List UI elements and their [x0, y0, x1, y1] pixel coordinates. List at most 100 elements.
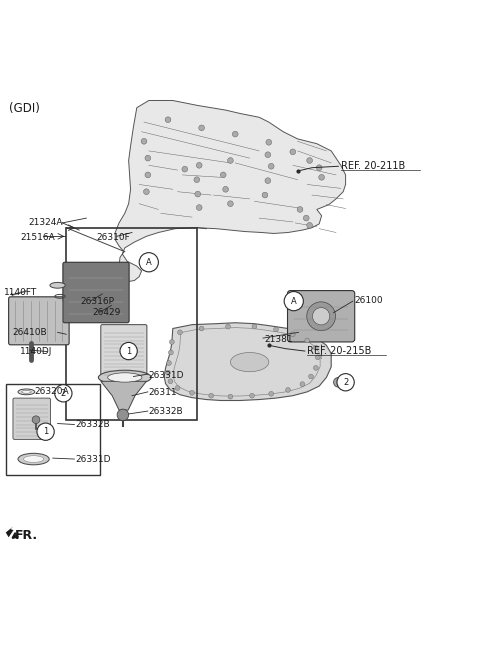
Circle shape	[190, 390, 194, 396]
Polygon shape	[115, 101, 346, 281]
Circle shape	[32, 416, 40, 424]
Circle shape	[274, 327, 278, 332]
Circle shape	[226, 324, 230, 329]
Circle shape	[334, 378, 343, 387]
Polygon shape	[164, 323, 331, 401]
Circle shape	[195, 191, 201, 197]
Bar	[6, 384, 100, 475]
Text: 2: 2	[343, 378, 348, 387]
Circle shape	[117, 409, 129, 420]
Circle shape	[228, 394, 233, 399]
Circle shape	[305, 338, 310, 343]
Circle shape	[223, 187, 228, 193]
Circle shape	[144, 189, 149, 194]
Circle shape	[168, 379, 173, 384]
Circle shape	[178, 330, 182, 334]
Circle shape	[312, 307, 330, 325]
Circle shape	[290, 149, 296, 155]
Circle shape	[300, 382, 305, 386]
Circle shape	[196, 162, 202, 168]
Circle shape	[55, 384, 72, 402]
Text: 26316P: 26316P	[81, 297, 115, 306]
Text: 26310F: 26310F	[96, 233, 130, 242]
Text: 21324A: 21324A	[29, 218, 63, 227]
Text: 1140FT: 1140FT	[4, 288, 37, 297]
Text: 26410B: 26410B	[12, 328, 47, 337]
Circle shape	[250, 394, 254, 398]
Text: 26311: 26311	[149, 388, 178, 397]
Circle shape	[303, 215, 309, 221]
Circle shape	[316, 165, 322, 171]
Circle shape	[284, 292, 303, 311]
Circle shape	[315, 355, 320, 359]
Text: 1: 1	[126, 346, 131, 355]
Circle shape	[266, 139, 272, 145]
Text: 26331D: 26331D	[76, 455, 111, 464]
FancyBboxPatch shape	[63, 262, 129, 323]
Circle shape	[145, 172, 151, 178]
Text: (GDI): (GDI)	[9, 102, 39, 115]
Circle shape	[194, 177, 200, 183]
Ellipse shape	[18, 453, 49, 464]
Text: 26331D: 26331D	[149, 371, 184, 380]
Circle shape	[169, 340, 174, 344]
Polygon shape	[6, 526, 13, 537]
Circle shape	[166, 371, 170, 375]
Circle shape	[209, 394, 214, 398]
Text: 1: 1	[43, 427, 48, 436]
Text: 26332B: 26332B	[76, 420, 110, 429]
Text: REF. 20-211B: REF. 20-211B	[341, 161, 405, 171]
FancyBboxPatch shape	[288, 290, 355, 342]
Circle shape	[269, 392, 274, 396]
FancyBboxPatch shape	[13, 398, 50, 440]
Circle shape	[307, 302, 336, 330]
Text: 26332B: 26332B	[149, 407, 183, 416]
Circle shape	[167, 361, 171, 365]
Circle shape	[309, 374, 313, 379]
FancyBboxPatch shape	[101, 325, 147, 380]
Circle shape	[220, 172, 226, 178]
Circle shape	[319, 174, 324, 180]
Text: A: A	[291, 297, 297, 306]
Ellipse shape	[108, 373, 142, 382]
Circle shape	[262, 193, 268, 198]
Ellipse shape	[98, 371, 151, 384]
Circle shape	[286, 388, 290, 392]
Circle shape	[168, 350, 173, 355]
Ellipse shape	[230, 353, 269, 372]
Circle shape	[37, 423, 54, 440]
Circle shape	[145, 155, 151, 161]
Circle shape	[265, 152, 271, 158]
Circle shape	[165, 117, 171, 123]
Text: FR.: FR.	[14, 530, 37, 543]
Circle shape	[313, 365, 318, 371]
Circle shape	[290, 332, 295, 336]
Ellipse shape	[24, 456, 44, 463]
Text: A: A	[146, 258, 152, 267]
Circle shape	[313, 346, 318, 350]
Polygon shape	[101, 381, 146, 410]
Text: 2: 2	[61, 389, 66, 397]
Circle shape	[307, 223, 312, 228]
Circle shape	[297, 206, 303, 212]
Ellipse shape	[22, 390, 31, 394]
Circle shape	[228, 201, 233, 206]
Bar	[66, 228, 197, 420]
Circle shape	[139, 253, 158, 272]
Circle shape	[175, 386, 180, 390]
Circle shape	[307, 158, 312, 164]
Circle shape	[141, 139, 147, 144]
Text: 26100: 26100	[354, 296, 383, 305]
Circle shape	[199, 326, 204, 331]
Circle shape	[265, 178, 271, 183]
Circle shape	[120, 342, 137, 359]
Circle shape	[252, 324, 257, 329]
Text: 21516A: 21516A	[20, 233, 55, 242]
Circle shape	[196, 205, 202, 210]
Circle shape	[232, 131, 238, 137]
Ellipse shape	[50, 283, 65, 288]
Circle shape	[337, 374, 354, 391]
Circle shape	[268, 164, 274, 169]
Text: 26320A: 26320A	[35, 388, 69, 396]
Ellipse shape	[18, 389, 35, 395]
